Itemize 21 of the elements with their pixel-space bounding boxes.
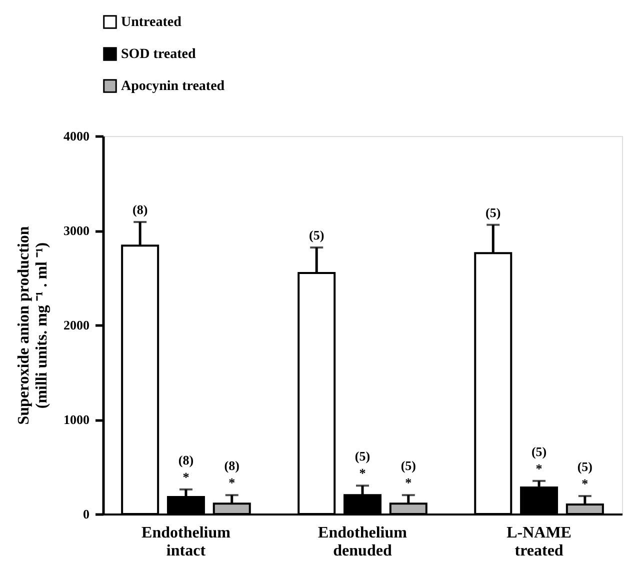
text: (5) * [400,458,416,490]
legend-label: SOD treated [121,47,196,62]
y-axis-title: Superoxide anion production (milli units. mg ⁻¹ . ml ⁻¹) [16,226,50,425]
y-tick-label: 0 [83,506,90,522]
annotation: (8) [132,202,148,217]
x-tick-label: Endothelium denuded [318,524,408,560]
legend-label: Untreated [121,15,182,30]
text: (5) * [354,448,370,481]
text: (5) * [577,459,593,492]
x-tick-label: L-NAME treated [506,524,572,560]
x-tick-label: Endothelium intact [142,524,232,560]
y-tick-label: 4000 [64,128,90,144]
annotation: (5) [486,204,501,220]
annotation: (5) [309,228,324,243]
text: (8) * [178,452,194,484]
y-tick-label: 2000 [64,318,90,332]
text: (5) * [531,444,547,476]
legend-label: Apocynin treated [121,79,225,94]
y-tick-label: 1000 [64,412,90,427]
y-tick-label: 3000 [64,223,90,238]
text: (8) * [224,458,240,490]
